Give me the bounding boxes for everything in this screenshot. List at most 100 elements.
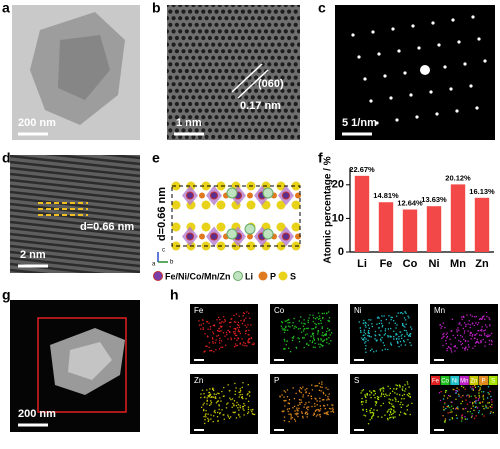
signal-dot [209,404,211,406]
atom-column [207,35,212,41]
signal-dot [362,334,364,337]
signal-dot [407,315,409,317]
signal-dot [392,412,394,415]
spot [383,74,387,78]
signal-dot [446,347,448,350]
signal-dot [226,403,228,405]
signal-dot [453,345,455,348]
signal-dot [291,339,294,342]
signal-dot [460,324,462,326]
signal-dot [206,335,209,337]
signal-dot [328,393,330,395]
signal-dot [238,414,240,416]
signal-dot [236,344,239,347]
signal-dot [233,327,235,330]
signal-dot [287,325,290,327]
signal-dot [394,411,396,413]
signal-dot [472,405,474,407]
atom-s [276,222,286,232]
atom-column [188,101,193,107]
atom-column [221,9,226,14]
signal-dot [395,398,397,400]
signal-dot [247,392,249,395]
signal-dot [376,323,378,325]
atom-column [270,95,275,100]
signal-dot [478,410,480,412]
signal-dot [478,389,480,392]
signal-dot [317,322,320,325]
signal-dot [312,320,314,323]
signal-dot [460,334,462,337]
signal-dot [296,414,298,416]
signal-dot [410,344,412,346]
signal-dot [390,342,392,344]
atom-column [227,75,232,80]
signal-dot [466,348,469,351]
signal-dot [450,401,452,403]
atom-column [174,35,179,41]
signal-dot [212,331,214,333]
atom-column [191,134,196,140]
signal-dot [389,335,391,337]
signal-dot [217,392,219,394]
signal-dot [293,317,295,320]
signal-dot [481,413,484,415]
signal-dot [220,340,223,342]
signal-dot [381,324,384,327]
signal-dot [303,328,305,330]
bar [402,209,418,252]
atom-column [283,68,288,74]
signal-dot [243,341,245,344]
signal-dot [399,403,401,406]
signal-dot [222,346,224,348]
signal-dot [290,416,292,418]
signal-dot [483,391,485,393]
signal-dot [300,411,303,413]
atom-column [267,35,272,41]
signal-dot [322,331,324,334]
atom-column [270,42,275,47]
atom-column [221,22,226,27]
signal-dot [387,410,389,412]
signal-dot [382,390,385,392]
signal-dot [447,406,449,408]
atom-column [204,42,209,47]
signal-dot [370,407,372,410]
signal-dot [393,409,395,411]
atom-column [290,5,295,8]
signal-dot [210,401,213,404]
fringe [100,155,140,160]
signal-dot [290,413,292,415]
atom-column [217,55,222,60]
signal-dot [382,402,384,405]
signal-dot [245,317,247,319]
signal-dot [467,394,469,396]
signal-dot [209,388,211,390]
spot [435,112,439,116]
signal-dot [202,327,204,329]
atom-column [290,16,295,21]
signal-dot [301,322,303,324]
fringe [10,160,140,178]
signal-dot [387,335,389,337]
signal-dot [465,324,467,326]
signal-dot [200,396,202,399]
signal-dot [219,337,221,339]
signal-dot [474,342,477,344]
signal-dot [203,393,205,395]
signal-dot [395,384,397,386]
atom-column [217,5,222,8]
signal-dot [314,397,316,400]
signal-dot [375,350,378,352]
atom-column [227,115,232,120]
atom-column [261,142,265,146]
atom-column [224,5,229,8]
atom-column [188,49,193,54]
signal-dot [462,408,464,410]
signal-dot [481,316,483,318]
signal-dot [218,408,220,411]
signal-dot [307,409,309,411]
signal-dot [205,413,207,415]
spot [469,84,473,88]
signal-dot [319,416,322,418]
